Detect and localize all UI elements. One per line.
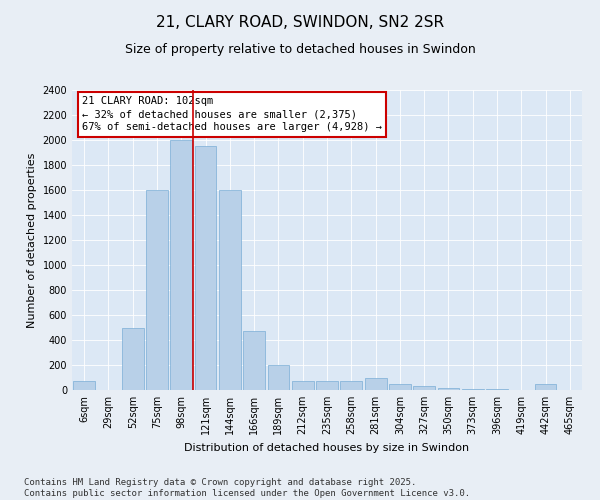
X-axis label: Distribution of detached houses by size in Swindon: Distribution of detached houses by size … xyxy=(184,442,470,452)
Bar xyxy=(462,389,484,390)
Bar xyxy=(535,384,556,390)
Bar xyxy=(340,380,362,390)
Text: 21, CLARY ROAD, SWINDON, SN2 2SR: 21, CLARY ROAD, SWINDON, SN2 2SR xyxy=(156,15,444,30)
Y-axis label: Number of detached properties: Number of detached properties xyxy=(27,152,37,328)
Bar xyxy=(146,190,168,390)
Bar xyxy=(170,140,192,390)
Bar xyxy=(73,380,95,390)
Bar xyxy=(219,190,241,390)
Bar xyxy=(316,380,338,390)
Text: Contains HM Land Registry data © Crown copyright and database right 2025.
Contai: Contains HM Land Registry data © Crown c… xyxy=(24,478,470,498)
Text: 21 CLARY ROAD: 102sqm
← 32% of detached houses are smaller (2,375)
67% of semi-d: 21 CLARY ROAD: 102sqm ← 32% of detached … xyxy=(82,96,382,132)
Bar xyxy=(413,386,435,390)
Bar xyxy=(194,146,217,390)
Text: Size of property relative to detached houses in Swindon: Size of property relative to detached ho… xyxy=(125,42,475,56)
Bar xyxy=(437,388,460,390)
Bar xyxy=(268,365,289,390)
Bar xyxy=(122,328,143,390)
Bar xyxy=(389,384,411,390)
Bar xyxy=(365,378,386,390)
Bar xyxy=(292,380,314,390)
Bar xyxy=(243,331,265,390)
